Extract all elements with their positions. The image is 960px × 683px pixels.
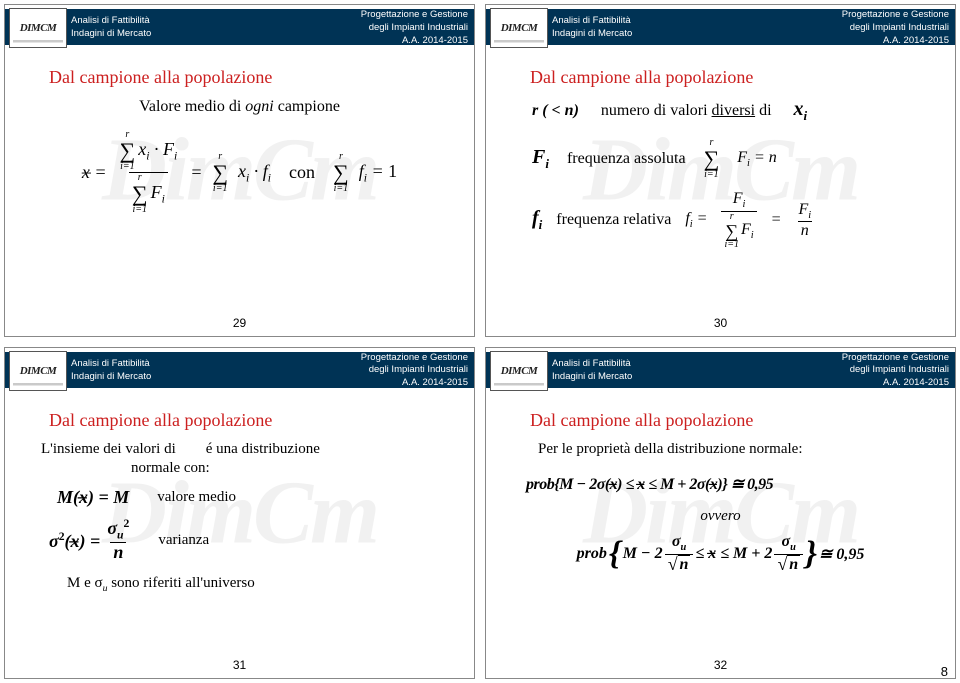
- prob-eq-2: prob { M − 2 σu √n ≤ _x ≤ M + 2 σu √n } …: [502, 533, 939, 575]
- var-eq: σ2(_x) = σu2 n: [49, 518, 132, 563]
- mean-label: valore medio: [157, 489, 236, 506]
- slide-header: DIMCM Analisi di Fattibilità Indagini di…: [486, 5, 955, 49]
- subtitle: Valore medio di ogni campione: [139, 98, 340, 115]
- line1a: L'insieme dei valori di: [41, 441, 176, 457]
- slide-title: Dal campione alla popolazione: [49, 410, 474, 431]
- logo: DIMCM: [9, 351, 67, 391]
- page-number: 8: [941, 664, 948, 679]
- logo: DIMCM: [490, 8, 548, 48]
- slide-30: DimCm DIMCM Analisi di Fattibilità Indag…: [485, 4, 956, 337]
- header-right: Progettazione e Gestione degli Impianti …: [270, 5, 475, 49]
- slide-title: Dal campione alla popolazione: [530, 67, 955, 88]
- line2: normale con:: [131, 460, 458, 477]
- intro-line: Per le proprietà della distribuzione nor…: [538, 441, 939, 458]
- var-label: varianza: [158, 532, 209, 549]
- slide-number: 30: [714, 316, 727, 330]
- prob-eq-1: prob{M − 2σ(_x) ≤ _x ≤ M + 2σ(_x)} ≅ 0,9…: [526, 474, 939, 494]
- slide-number: 29: [233, 316, 246, 330]
- line1b: é una distribuzione: [206, 441, 320, 457]
- freq-rel-label: frequenza relativa: [556, 211, 671, 229]
- xbar-equals: _x =: [82, 162, 107, 183]
- logo: DIMCM: [9, 8, 67, 48]
- footnote: M e σu sono riferiti all'universo: [67, 575, 458, 594]
- slide-content: Valore medio di ogni campione _x = r∑i=1…: [5, 98, 474, 215]
- freq-abs-label: frequenza assoluta: [567, 150, 686, 168]
- ovvero: ovvero: [502, 508, 939, 525]
- mean-eq: M(_x) = M: [57, 487, 129, 508]
- slide-title: Dal campione alla popolazione: [530, 410, 955, 431]
- slide-31: DimCm DIMCM Analisi di Fattibilità Indag…: [4, 347, 475, 680]
- slide-title: Dal campione alla popolazione: [49, 67, 474, 88]
- logo: DIMCM: [490, 351, 548, 391]
- header-left: Analisi di Fattibilità Indagini di Merca…: [65, 11, 270, 43]
- slide-header: DIMCM Analisi di Fattibilità Indagini di…: [5, 348, 474, 392]
- slide-header: DIMCM Analisi di Fattibilità Indagini di…: [486, 348, 955, 392]
- r-desc: numero di valori diversi di: [601, 102, 772, 120]
- slide-number: 31: [233, 658, 246, 672]
- slide-number: 32: [714, 658, 727, 672]
- slide-header: DIMCM Analisi di Fattibilità Indagini di…: [5, 5, 474, 49]
- slide-32: DimCm DIMCM Analisi di Fattibilità Indag…: [485, 347, 956, 680]
- main-fraction: r∑i=1 xi · Fi r∑i=1 Fi: [117, 130, 181, 215]
- con-label: con: [289, 162, 315, 183]
- slide-29: DimCm DIMCM Analisi di Fattibilità Indag…: [4, 4, 475, 337]
- r-lt-n: r ( < n): [532, 102, 579, 120]
